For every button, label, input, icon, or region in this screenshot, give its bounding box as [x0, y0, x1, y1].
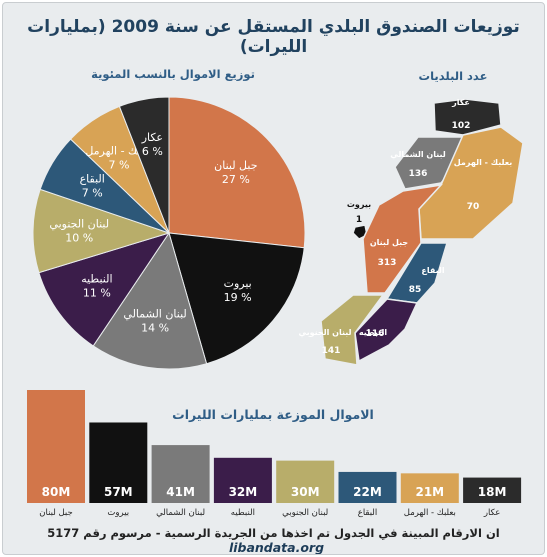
footer-note: ان الارقام المبينة في الجدول تم اخذها من…: [47, 526, 500, 540]
pie-chart-title: توزيع الاموال بالنسب المئوية: [91, 67, 255, 81]
map-region-label: لبنان الشمالي: [390, 150, 446, 159]
bar: [400, 473, 459, 503]
pie-slice-percent: 10 %: [65, 232, 93, 245]
page-title: توزيعات الصندوق البلدي المستقل عن سنة 20…: [27, 17, 520, 57]
map-region-label: عكار: [451, 98, 470, 107]
pie-slice-percent: 19 %: [224, 291, 252, 304]
pie-slice-label: لبنان الشمالي: [123, 308, 186, 321]
map-region-count: 85: [409, 285, 422, 295]
bar: [27, 390, 85, 503]
bar-category-label: عكار: [483, 508, 500, 518]
bar-category-label: بيروت: [107, 508, 129, 518]
bar-value-label: 18M: [478, 485, 507, 499]
pie-slice: [38, 232, 171, 347]
map-region-label: النبطيه: [359, 328, 387, 337]
bar-value-label: 21M: [415, 485, 444, 499]
map-region-label: بيروت: [347, 200, 371, 209]
bar: [463, 477, 522, 503]
bar-chart: 80M جبل لبنان 57M بيروت 41M لبنان الشمالي 32M ا…: [27, 390, 522, 518]
bar: [338, 471, 397, 503]
map-region-count: 136: [409, 169, 428, 179]
bar-category-label: البقاع: [358, 508, 377, 518]
map-region: [433, 98, 502, 136]
pie-slice-label: البقاع: [80, 173, 105, 186]
bar: [276, 460, 335, 503]
pie-slice-label: النبطيه: [81, 272, 112, 285]
pie-slice-percent: 27 %: [222, 173, 250, 186]
pie-slice-percent: 14 %: [141, 322, 169, 335]
pie-slice: [32, 188, 171, 274]
map-region: [385, 242, 449, 304]
bar-chart-title: الاموال الموزعة بمليارات الليرات: [172, 407, 374, 422]
map-region: [352, 224, 368, 240]
pie-slice: [168, 232, 305, 365]
pie-slice-label: جبل لبنان: [214, 159, 257, 172]
map-region-count: 116: [366, 329, 385, 339]
footer: ان الارقام المبينة في الجدول تم اخذها من…: [3, 526, 544, 555]
bar-category-label: النبطيه: [231, 508, 255, 518]
map-region-count: 141: [322, 346, 341, 356]
bar-category-label: بعلبك - الهرمل: [404, 508, 456, 518]
map-region: [320, 294, 385, 366]
map-region-label: البقاع: [421, 266, 444, 275]
map-region-count: 1: [356, 215, 362, 225]
map-region-label: بعلبك - الهرمل: [454, 158, 513, 167]
pie-slice-label: عكار: [141, 131, 163, 144]
bar-value-label: 80M: [42, 485, 71, 499]
map-region-count: 313: [378, 258, 397, 268]
bar: [89, 422, 148, 503]
pie-slice-label: لبنان الجنوبي: [49, 218, 109, 231]
pie-slice: [168, 96, 306, 249]
map-region-label: لبنان الجنوبي: [298, 328, 351, 337]
bar-value-label: 32M: [229, 485, 258, 499]
footer-site-link[interactable]: libandata.org: [228, 540, 325, 555]
bar-category-label: جبل لبنان: [39, 508, 73, 518]
pie-slice: [92, 231, 208, 370]
map-region: [362, 183, 444, 294]
bar: [151, 445, 210, 503]
map-region-count: 102: [452, 121, 471, 131]
bar: [213, 457, 272, 503]
pie-slice-percent: 6 %: [142, 145, 163, 158]
bar-category-label: لبنان الشمالي: [156, 508, 205, 518]
bar-value-label: 57M: [104, 485, 133, 499]
bar-value-label: 30M: [291, 485, 320, 499]
pie-slice-percent: 11 %: [83, 286, 111, 299]
map-title: عدد البلديات: [418, 69, 488, 83]
pie-slice-label: بيروت: [224, 277, 252, 290]
pie-slice: [118, 96, 170, 234]
pie-slice-percent: 7 %: [82, 187, 103, 200]
map-region-label: جبل لبنان: [370, 238, 409, 247]
map-region-count: 70: [467, 202, 480, 212]
pie-slice-percent: 7 %: [109, 158, 130, 171]
bar-value-label: 22M: [353, 485, 382, 499]
bar-category-label: لبنان الجنوبي: [282, 508, 328, 518]
bar-value-label: 41M: [166, 485, 195, 499]
lebanon-map: عكار 102 لبنان الشمالي 136 بعلبك - الهرمل 70 ب…: [298, 98, 524, 366]
